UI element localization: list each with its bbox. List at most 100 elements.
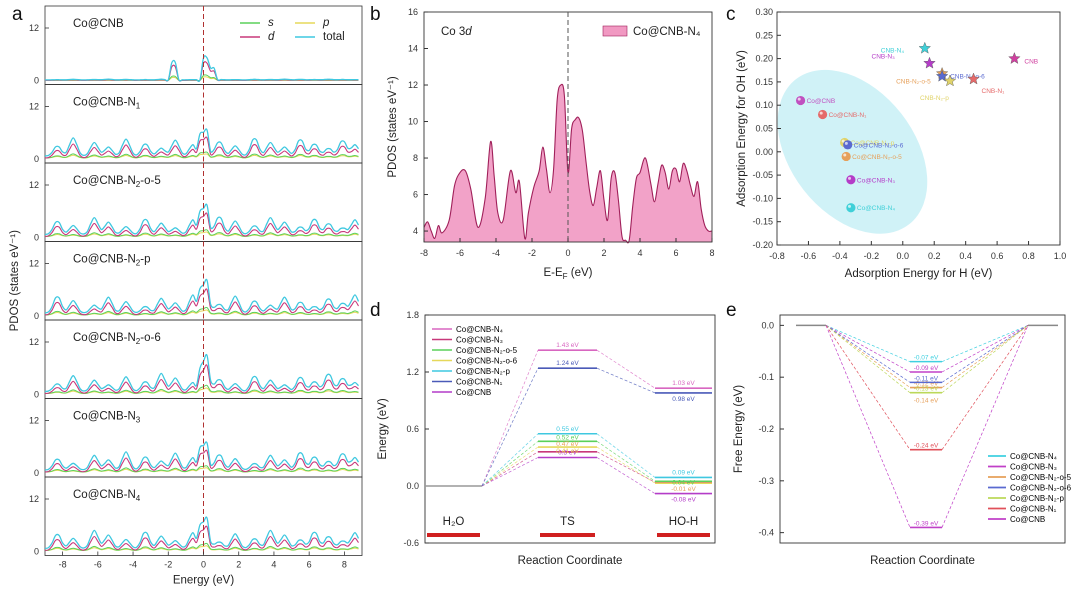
ytick-label: -0.4 [758, 528, 774, 538]
subpanel-title: Co@CNB-N1 [73, 97, 141, 111]
xtick-label: 8 [709, 248, 714, 258]
pdos-subpanel: 0 12 Co@CNB-N3 [29, 398, 363, 478]
connector-line [596, 349, 656, 389]
sphere-label: Co@CNB-N₄ [857, 205, 895, 212]
s-curve [44, 151, 359, 159]
sphere-highlight [844, 141, 848, 145]
d-curve [44, 364, 359, 395]
ytick-label: -0.15 [752, 217, 773, 227]
sphere-highlight [847, 176, 851, 180]
extra-value-label: 0.52 eV [556, 435, 579, 442]
ytick-12: 12 [29, 180, 39, 190]
s-curve [44, 542, 359, 551]
extra-value-label: 0.04 eV [672, 480, 695, 487]
xtick-label: 6 [307, 560, 312, 570]
connector-line [481, 433, 539, 487]
legend-label: Co@CNB-N₃ [1010, 463, 1057, 472]
sphere-marker [817, 109, 828, 120]
total-curve [44, 516, 360, 550]
legend-label: Co@CNB-N₂-o-6 [456, 357, 518, 366]
xtick-label: 0 [565, 248, 570, 258]
xaxis-title-main: E-E [543, 267, 563, 279]
connector-line [941, 325, 1029, 528]
star-marker [967, 72, 980, 85]
xtick-label: 0.6 [991, 251, 1004, 261]
end-value-label: 0.09 eV [672, 469, 695, 476]
total-curve [44, 128, 360, 157]
free-energy-path: -0.39 eV [825, 325, 1029, 529]
subpanel-title: Co@CNB [73, 18, 124, 30]
xtick-label: -6 [94, 560, 102, 570]
panel-e: 0.0 -0.1 -0.2 -0.3 -0.4 -0.07 eV -0.09 eV -0.12… [733, 314, 1072, 567]
free-energy-path: -0.12 eV [825, 325, 1029, 389]
legend-label: Co@CNB-N₄ [456, 325, 503, 334]
yaxis-title: PDOS (states eV⁻¹) [9, 230, 21, 331]
xtick-label: 2 [601, 248, 606, 258]
legend-label-p: p [322, 17, 330, 29]
sphere-highlight [847, 204, 851, 208]
sphere-highlight [797, 97, 801, 101]
value-label: -0.39 eV [914, 520, 939, 527]
subpanel-title: Co@CNB-N2-p [73, 254, 151, 268]
pdos-subpanel: 0 12 Co@CNB [29, 5, 363, 86]
d-curve [44, 136, 359, 159]
s-curve [44, 306, 359, 316]
connector-line [481, 350, 539, 487]
ytick-label: 0.00 [755, 147, 773, 157]
connector-line [596, 451, 656, 483]
connector-line [481, 451, 539, 487]
pdos-subpanel: 0 12 Co@CNB-N2-o-6 [29, 319, 363, 400]
sphere-marker [841, 151, 851, 162]
p-curve [44, 387, 359, 394]
extra-value-label: 0.41 eV [556, 448, 579, 455]
xaxis-title-sub: F [563, 272, 568, 281]
xtick-label: 0.0 [897, 251, 910, 261]
legend-label: Co@CNB-N₃ [456, 336, 503, 345]
ytick-label: 0.6 [406, 424, 419, 434]
energy-path: 0.3 eV -0.08 eV [481, 450, 712, 504]
ytick-label: 0.10 [755, 100, 773, 110]
xtick-label: -8 [59, 560, 67, 570]
stage-bar [427, 533, 480, 537]
xtick-label: 4 [271, 560, 276, 570]
ytick-0: 0 [34, 390, 39, 400]
xtick-label: 1.0 [1054, 251, 1067, 261]
ytick-label: 1.2 [406, 367, 419, 377]
legend-label: Co@CNB-N₂-o-6 [1010, 484, 1072, 493]
xtick-label: -8 [420, 248, 428, 258]
connector-line [941, 325, 1029, 450]
connector-line [825, 325, 911, 373]
legend-label: Co@CNB-N₂-o-5 [456, 346, 518, 355]
ytick-label: 1.8 [406, 310, 419, 320]
connector-line [596, 441, 656, 482]
legend-label-total: total [323, 31, 345, 43]
xaxis-title: Adsorption Energy for H (eV) [845, 268, 993, 280]
ytick-label: 0.05 [755, 124, 773, 134]
ytick-0: 0 [34, 76, 39, 86]
free-energy-path: -0.07 eV [825, 325, 1029, 363]
panel-b: -8 -6 -4 -2 0 2 4 6 8 4 6 8 10 12 14 16 Co 3d Co@CNB-N₄ E-… [387, 7, 715, 281]
star-marker [923, 56, 936, 69]
value-label-extra: -0.14 eV [914, 398, 939, 405]
ytick-0: 0 [34, 311, 39, 321]
stage-bar [540, 533, 595, 537]
s-curve [44, 384, 359, 394]
legend-label: Co@CNB-N₂-p [1010, 494, 1064, 503]
connector-line [825, 325, 911, 528]
d-curve [44, 288, 359, 316]
star-marker [918, 41, 932, 54]
value-label: -0.09 eV [914, 365, 939, 372]
ytick-0: 0 [34, 233, 39, 243]
ytick-label: 0.15 [755, 77, 773, 87]
xtick-label: 0.4 [959, 251, 972, 261]
star-label: CNB-N₂-o-5 [896, 79, 931, 86]
panel-label-d: d [370, 300, 381, 321]
ytick-label: -0.05 [752, 170, 773, 180]
xaxis-title: Energy (eV) [173, 575, 235, 587]
yaxis-title: Adsorption Energy for OH (eV) [736, 50, 748, 207]
subpanel-title: Co@CNB-N4 [73, 489, 141, 503]
total-curve [44, 203, 360, 236]
